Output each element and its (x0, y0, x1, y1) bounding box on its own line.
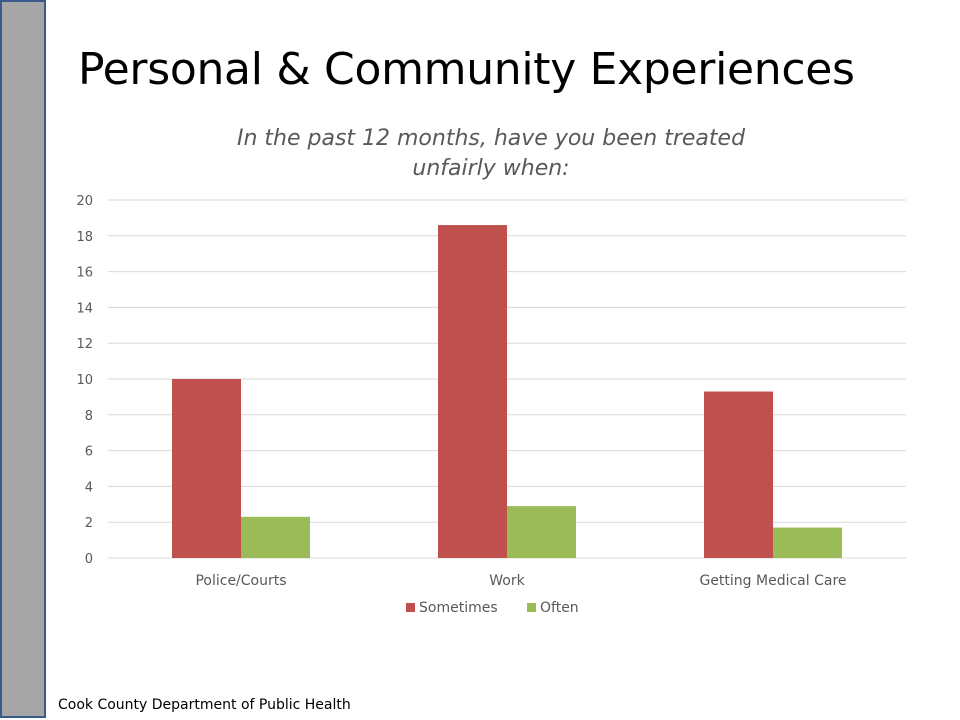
chart-title-line: In the past 12 months, have you been tre… (237, 126, 746, 151)
legend-swatch-sometimes (406, 603, 415, 612)
legend-swatch-often (527, 603, 536, 612)
legend-label-sometimes: Sometimes (419, 600, 498, 616)
y-tick-label: 12 (76, 337, 93, 352)
chart-legend: Sometimes Often (406, 600, 579, 616)
x-tick-label: Work (489, 573, 525, 589)
bar-sometimes-1 (172, 379, 241, 558)
legend-label-often: Often (540, 600, 579, 616)
x-tick-label: Getting Medical Care (699, 573, 846, 589)
bar-often-3 (773, 527, 842, 558)
x-axis-labels: Police/Courts Work Getting Medical Care (195, 573, 846, 589)
y-tick-label: 0 (85, 552, 93, 567)
y-tick-label: 6 (85, 445, 93, 460)
y-tick-label: 2 (85, 516, 93, 531)
chart-title-line: unfairly when: (412, 156, 569, 181)
y-axis-ticks: 0 2 4 6 8 10 12 14 16 18 20 (76, 194, 93, 567)
x-tick-label: Police/Courts (195, 573, 286, 589)
side-accent-bar (0, 0, 46, 718)
chart-title: In the past 12 months, have you been tre… (237, 126, 746, 181)
slide-title: Personal & Community Experiences (78, 44, 855, 95)
bar-sometimes-2 (438, 225, 507, 558)
y-tick-label: 4 (85, 480, 93, 495)
bar-often-2 (507, 506, 576, 558)
y-tick-label: 18 (76, 230, 93, 245)
y-tick-label: 16 (76, 266, 93, 281)
footer-organization: Cook County Department of Public Health (58, 697, 351, 713)
bar-sometimes-3 (704, 391, 773, 558)
bar-often-1 (241, 516, 310, 558)
y-tick-label: 20 (76, 194, 93, 209)
y-tick-label: 10 (76, 373, 93, 388)
chart-bars (172, 225, 842, 558)
y-tick-label: 14 (76, 301, 93, 316)
y-tick-label: 8 (85, 409, 93, 424)
